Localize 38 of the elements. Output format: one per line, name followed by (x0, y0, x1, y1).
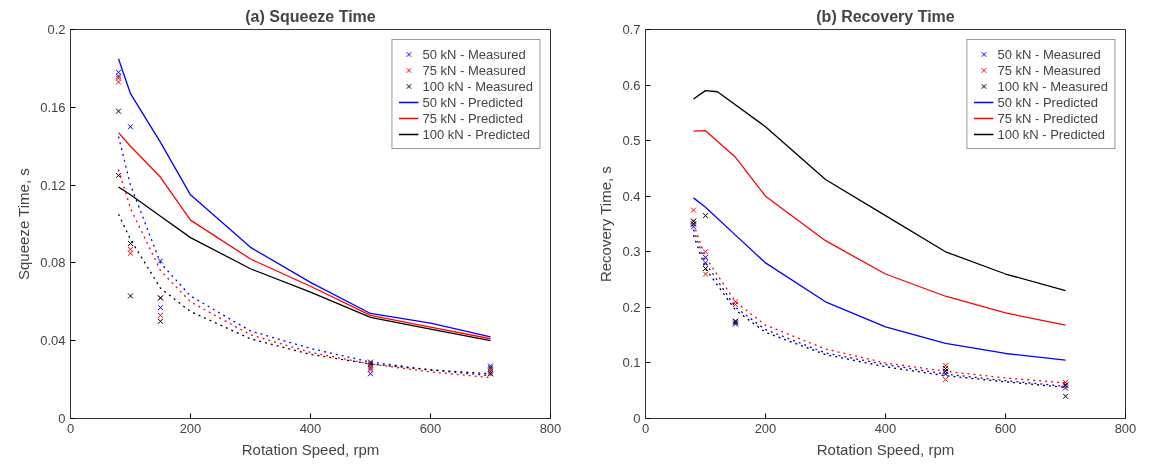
x-tick-label: 400 (874, 420, 897, 436)
x-tick-label: 600 (419, 420, 442, 436)
legend-label: 75 kN - Predicted (422, 110, 523, 126)
y-tick-label: 0.2 (47, 22, 66, 37)
x-tick-label: 800 (1114, 420, 1137, 436)
x-axis-title: Rotation Speed, rpm (241, 440, 380, 458)
chart-title: (a) Squeeze Time (245, 7, 376, 25)
x-axis-title: Rotation Speed, rpm (816, 440, 955, 458)
y-tick-label: 0.08 (40, 255, 66, 271)
legend-label: 75 kN - Measured (422, 62, 526, 78)
x-tick-label: 800 (539, 420, 562, 436)
x-tick-label: 200 (754, 420, 777, 436)
legend-label: 50 kN - Measured (997, 46, 1101, 62)
y-tick-label: 0.3 (622, 244, 641, 260)
y-tick-label: 0.12 (40, 177, 66, 193)
legend-label: 50 kN - Measured (422, 46, 526, 62)
y-axis-title: Squeeze Time, s (15, 168, 33, 280)
y-axis-title: Recovery Time, s (597, 166, 615, 283)
y-tick-label: 0.6 (622, 77, 641, 93)
y-tick-label: 0.1 (622, 355, 641, 371)
legend-label: 100 kN - Predicted (997, 126, 1106, 142)
y-tick-label: 0.16 (40, 99, 66, 115)
x-tick-label: 200 (179, 420, 202, 436)
legend-label: 100 kN - Measured (422, 78, 533, 94)
y-tick-label: 0.7 (622, 22, 641, 37)
legend-label: 100 kN - Measured (997, 78, 1108, 94)
y-tick-label: 0.4 (622, 188, 641, 204)
legend-label: 50 kN - Predicted (997, 94, 1098, 110)
x-tick-label: 600 (994, 420, 1017, 436)
chart-title: (b) Recovery Time (816, 7, 955, 25)
legend-label: 100 kN - Predicted (422, 126, 531, 142)
y-tick-label: 0.5 (622, 133, 641, 149)
y-tick-label: 0.2 (622, 299, 641, 315)
y-tick-label: 0.04 (40, 333, 66, 349)
legend-label: 50 kN - Predicted (422, 94, 523, 110)
legend-label: 75 kN - Predicted (997, 110, 1098, 126)
legend-label: 75 kN - Measured (997, 62, 1101, 78)
x-tick-label: 400 (299, 420, 322, 436)
